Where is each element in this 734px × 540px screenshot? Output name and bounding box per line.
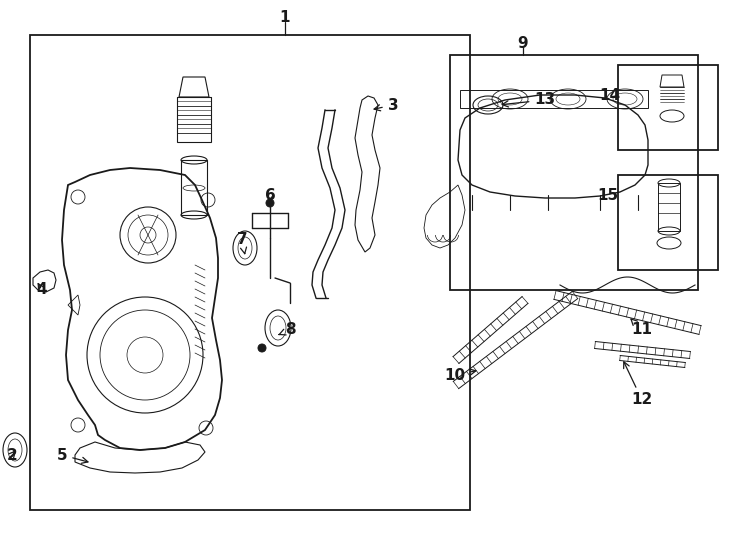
Bar: [618, 175, 718, 270]
Text: 2: 2: [7, 448, 18, 462]
Bar: [460, 90, 648, 108]
Bar: [177, 97, 211, 142]
Text: 9: 9: [517, 36, 528, 51]
Text: 6: 6: [265, 187, 275, 202]
Text: 10: 10: [445, 368, 476, 382]
Bar: [181, 160, 207, 215]
Text: 11: 11: [631, 319, 653, 338]
Text: 4: 4: [37, 282, 47, 298]
Text: 7: 7: [236, 233, 247, 254]
Bar: [618, 65, 718, 150]
Text: 14: 14: [600, 87, 620, 103]
Text: 1: 1: [280, 10, 290, 25]
Bar: [658, 183, 680, 231]
Text: 3: 3: [374, 98, 399, 112]
Text: 12: 12: [624, 362, 653, 408]
Bar: [30, 35, 470, 510]
Text: 13: 13: [502, 92, 556, 107]
Circle shape: [266, 199, 274, 207]
Circle shape: [258, 344, 266, 352]
Text: 15: 15: [597, 187, 619, 202]
Text: 8: 8: [279, 322, 295, 338]
Bar: [450, 55, 698, 290]
Text: 5: 5: [57, 448, 88, 463]
